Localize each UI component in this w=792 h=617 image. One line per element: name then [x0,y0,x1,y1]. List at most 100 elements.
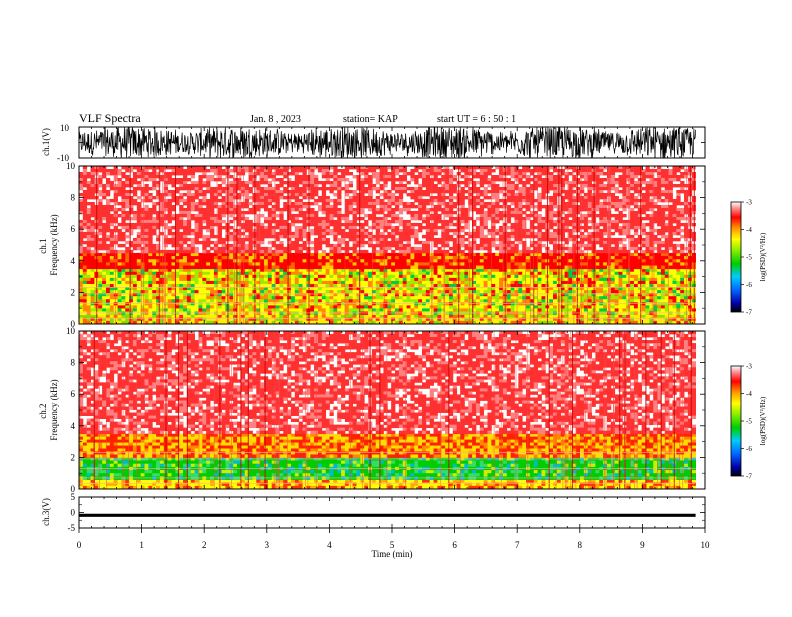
ch1-spectrogram-cell [383,281,387,284]
ch1-spectrogram-cell [514,259,518,263]
ch1-spectrogram-cell [245,299,249,302]
ch1-spectrogram-cell [152,253,156,257]
ch1-spectrogram-cell [391,290,395,293]
ch1-spectrogram-cell [91,187,95,190]
ch1-spectrogram-cell [152,293,156,296]
ch1-spectrogram-cell [549,308,553,311]
ch1-spectrogram-cell [642,187,646,190]
ch1-spectrogram-cell [476,269,480,272]
ch1-spectrogram-cell [222,187,226,190]
ch1-spectrogram-cell [410,299,414,302]
ch1-spectrogram-cell [480,253,484,257]
ch1-spectrogram-cell [649,181,653,184]
ch1-spectrogram-cell [241,269,245,272]
ch1-spectrogram-cell [580,269,584,272]
ch1-spectrogram-cell [79,269,83,272]
ch1-spectrogram-cell [272,266,276,270]
ch1-spectrogram-cell [83,275,87,278]
ch1-spectrogram-cell [368,272,372,275]
ch1-spectrogram-cell [657,272,661,275]
ch1-spectrogram-cell [507,172,511,175]
ch1-spectrogram-cell [676,175,680,178]
ch1-spectrogram-cell [314,193,318,196]
ch1-spectrogram-cell [541,302,545,305]
ch1-spectrogram-cell [576,315,580,319]
ch1-spectrogram-cell [380,299,384,302]
ch1-spectrogram-cell [333,269,337,272]
ch1-spectrogram-cell [268,172,272,175]
ch1-spectrogram-cell [368,184,372,187]
ch1-spectrogram-cell [422,275,426,278]
ch1-spectrogram-cell [619,184,623,187]
ch1-spectrogram-cell [646,259,650,263]
ch1-spectrogram-cell [168,256,172,260]
ch1-spectrogram-cell [526,284,530,287]
ch1-spectrogram-cell [364,166,368,169]
ch1-spectrogram-cell [434,281,438,284]
ch1-spectrogram-cell [110,272,114,275]
ch1-spectrogram-cell [480,184,484,187]
ch1-spectrogram-cell [337,175,341,178]
ch1-spectrogram-cell [279,281,283,284]
ch1-spectrogram-cell [279,166,283,169]
ch1-spectrogram-cell [376,178,380,181]
ch1-spectrogram-cell [599,266,603,270]
ch1-spectrogram-cell [638,262,642,266]
ch1-spectrogram-cell [202,290,206,293]
ch1-spectrogram-cell [572,178,576,181]
ch1-spectrogram-cell [345,262,349,266]
ch1-spectrogram-cell [198,181,202,184]
ch1-spectrogram-cell [468,281,472,284]
ch1-spectrogram-cell [145,275,149,278]
ch1-spectrogram-cell [364,181,368,184]
ch1-spectrogram-cell [91,269,95,272]
ch1-spectrogram-cell [383,256,387,260]
ch1-spectrogram-cell [480,169,484,172]
ch1-spectrogram-cell [98,266,102,270]
ch1-spectrogram-cell [222,315,226,319]
ch1-spectrogram-cell [491,253,495,257]
ch1-spectrogram-cell [418,259,422,263]
ch1-spectrogram-cell [110,275,114,278]
ch1-spectrogram-cell [588,293,592,296]
ch1-spectrogram-cell [380,278,384,281]
ch1-spectrogram-cell [661,278,665,281]
ch1-spectrogram-cell [638,181,642,184]
ch1-spectrogram-cell [499,166,503,169]
ch1-spectrogram-cell [125,302,129,305]
ch1-spectrogram-cell [507,315,511,319]
ch1-spectrogram-cell [376,281,380,284]
ch1-spectrogram-cell [183,290,187,293]
ch1-spectrogram-cell [98,293,102,296]
ch1-spectrogram-cell [642,259,646,263]
ch1-spectrogram-cell [268,262,272,266]
ch1-spectrogram-cell [303,284,307,287]
ch1-spectrogram-cell [461,187,465,190]
ch1-spectrogram-cell [360,172,364,175]
ch1-spectrogram-cell [511,262,515,266]
ch1-spectrogram-cell [426,299,430,302]
ch1-spectrogram-cell [418,187,422,190]
ch1-spectrogram-cell [445,275,449,278]
ch1-spectrogram-cell [272,269,276,272]
ch1-spectrogram-cell [588,284,592,287]
ch1-spectrogram-cell [114,187,118,190]
ch1-spectrogram-cell [549,284,553,287]
ch1-spectrogram-cell [102,275,106,278]
ch1-spectrogram-cell [202,293,206,296]
ch1-spectrogram-cell [222,259,226,263]
ch1-spectrogram-cell [187,284,191,287]
ch1-spectrogram-cell [210,253,214,257]
ch1-spectrogram-cell [198,269,202,272]
ch1-spectrogram-cell [399,302,403,305]
ch1-spectrogram-cell [368,178,372,181]
ch1-spectrogram-cell [303,299,307,302]
ch1-spectrogram-cell [437,190,441,193]
ch1-spectrogram-cell [514,184,518,187]
ch1-spectrogram-cell [341,315,345,319]
ch1-spectrogram-cell [102,187,106,190]
ch1-spectrogram-cell [468,266,472,270]
ch1-spectrogram-cell [276,259,280,263]
ch1-spectrogram-cell [299,259,303,263]
ch1-spectrogram-cell [345,172,349,175]
